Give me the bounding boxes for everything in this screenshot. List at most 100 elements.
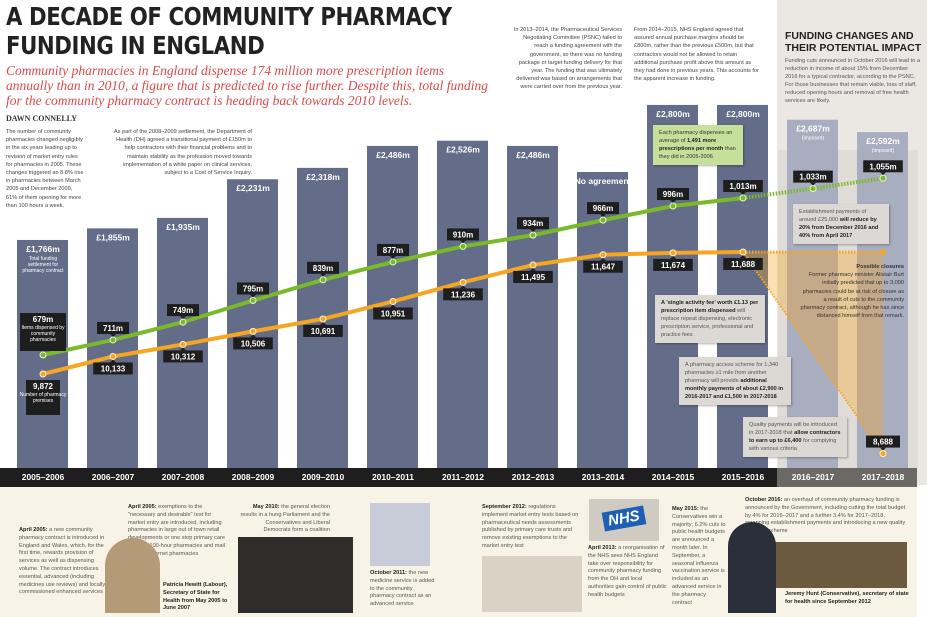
funding-label: £1,935m — [166, 222, 200, 232]
callout-prescriptions: Each pharmacy dispenses an average of 1,… — [653, 125, 743, 165]
funding-label: £2,800m — [726, 109, 760, 119]
premises-label-box — [583, 260, 623, 273]
year-label: 2011–2012 — [441, 472, 485, 482]
funding-sublabel: (imposed) — [872, 148, 895, 154]
items-label: 711m — [103, 324, 123, 333]
callout-closures: Possible closures Former pharmacy ministe… — [800, 263, 904, 320]
year-label: 2009–2010 — [301, 472, 345, 482]
items-point — [319, 276, 327, 284]
premises-label-box — [303, 324, 343, 337]
items-caption: Items dispensed by community pharmacies — [21, 325, 64, 343]
year-label: 2016–2017 — [791, 472, 835, 482]
premises-label: 10,312 — [171, 352, 196, 361]
items-label-box — [20, 313, 66, 351]
text-bold: allow contractors to earn up to £6,400 — [749, 430, 841, 444]
year-label: 2013–2014 — [581, 472, 625, 482]
funding-label: £2,592m — [866, 136, 900, 146]
items-label-pointer — [600, 214, 606, 218]
items-label-pointer — [530, 229, 536, 233]
items-label-box — [167, 304, 199, 317]
premises-label-pointer — [880, 447, 886, 451]
year-label: 2005–2006 — [21, 472, 65, 482]
funding-label: £2,526m — [446, 145, 480, 155]
funding-sublabel: (imposed) — [802, 136, 825, 142]
event-may-2015: May 2015: the Conservatives win a majori… — [672, 506, 726, 607]
date: May 2010: — [252, 504, 280, 510]
date: April 2013: — [588, 545, 617, 551]
funding-bar — [857, 132, 908, 468]
premises-point — [739, 248, 747, 256]
premises-label-box — [373, 307, 413, 320]
premises-point — [529, 261, 537, 269]
funding-label: £2,486m — [376, 150, 410, 160]
photo-patricia-hewitt — [105, 538, 160, 613]
items-label-box — [793, 170, 833, 183]
premises-label-box — [723, 257, 763, 270]
items-point — [529, 231, 537, 239]
byline: DAWN CONNELLY — [6, 114, 78, 123]
items-label-box — [723, 180, 763, 193]
items-label: 996m — [663, 190, 683, 199]
text: Each pharmacy dispenses an average of — [659, 130, 733, 144]
year-label: 2015–2016 — [721, 472, 765, 482]
closures-text: Former pharmacy minister Alistair Burt i… — [800, 272, 904, 320]
side-text: Funding cuts announced in October 2016 w… — [785, 58, 920, 104]
note-2008-settlement: As part of the 2008–2009 settlement, the… — [113, 129, 252, 177]
items-label: 679m — [33, 315, 53, 324]
event-april-2005-exemptions: April 2005: exemptions to the "necessary… — [128, 504, 228, 559]
items-label: 795m — [243, 284, 263, 293]
items-label-pointer — [250, 294, 256, 298]
date: September 2012: — [482, 504, 527, 510]
items-label: 839m — [313, 264, 333, 273]
year-label: 2007–2008 — [161, 472, 205, 482]
items-label: 1,013m — [729, 182, 756, 191]
premises-label-box — [163, 350, 203, 363]
items-label-pointer — [670, 200, 676, 204]
premises-label: 11,688 — [731, 260, 756, 269]
note-pharmacy-numbers: The number of community pharmacies chang… — [6, 129, 84, 209]
date: April 2005: — [128, 504, 157, 510]
premises-label: 10,506 — [241, 339, 266, 348]
items-label-pointer — [110, 333, 116, 337]
premises-label: 10,951 — [381, 309, 406, 318]
items-label-box — [587, 202, 619, 215]
funding-bar — [227, 179, 278, 468]
text: the general election results in a hung P… — [240, 504, 330, 534]
text: a reorganisation of the NHS sees NHS Eng… — [588, 545, 667, 598]
year-label: 2008–2009 — [231, 472, 275, 482]
premises-point — [389, 297, 397, 305]
funding-bar — [507, 145, 558, 468]
text: Quality payments will be introduced in 2… — [749, 422, 837, 436]
callout-establishment: Establishment payments of around £25,000… — [793, 204, 889, 244]
funding-chart: £1,766m £1,855m £1,935m £2,231m £2,318m £2,48… — [17, 104, 918, 469]
premises-point — [39, 370, 47, 378]
premises-label: 11,236 — [451, 290, 476, 299]
date: May 2015: — [672, 506, 699, 512]
funding-label: £2,687m — [796, 124, 830, 134]
items-point — [599, 216, 607, 224]
items-label: 749m — [173, 306, 193, 315]
items-point — [39, 351, 47, 359]
premises-point — [319, 315, 327, 323]
items-label-box — [863, 160, 903, 173]
premises-label-pointer — [110, 359, 116, 363]
text-bold: 1,491 more prescriptions per month — [659, 138, 724, 152]
closures-title: Possible closures — [856, 264, 904, 270]
items-point — [109, 336, 117, 344]
event-april-2013: April 2013: a reorganisation of the NHS … — [588, 545, 668, 600]
funding-bar — [717, 104, 768, 468]
items-label-box — [97, 321, 129, 334]
items-label-pointer — [320, 273, 326, 277]
year-axis — [0, 468, 917, 487]
premises-label-pointer — [390, 304, 396, 308]
premises-label-box — [93, 362, 133, 375]
text: the Conservatives win a majority; 6.2% c… — [672, 506, 726, 606]
funding-bar — [647, 104, 698, 468]
premises-label: 11,647 — [591, 263, 616, 272]
funding-bar — [87, 228, 138, 468]
items-dispensed-projection — [742, 176, 884, 201]
note-2013-no-agreement: In 2013–2014, the Pharmaceutical Service… — [513, 27, 622, 91]
items-label-pointer — [740, 192, 746, 196]
premises-label: 11,495 — [521, 273, 546, 282]
premises-label-box — [653, 258, 693, 271]
